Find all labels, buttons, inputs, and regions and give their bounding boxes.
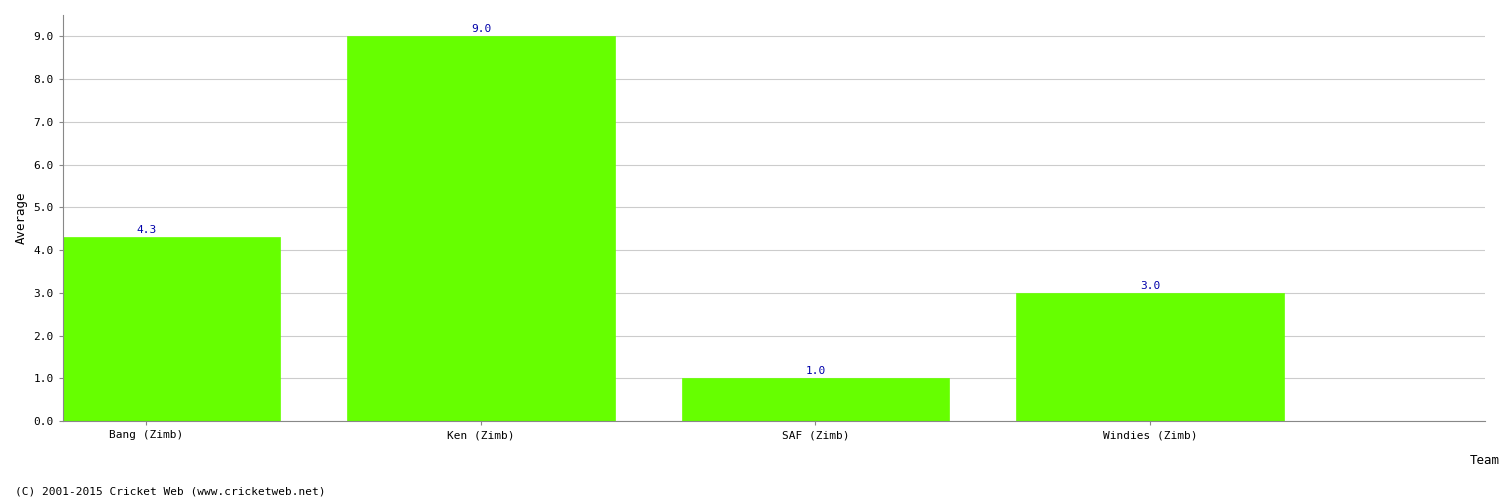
Bar bbox=[346, 36, 615, 421]
Text: 3.0: 3.0 bbox=[1140, 281, 1160, 291]
Text: 1.0: 1.0 bbox=[806, 366, 825, 376]
Text: (C) 2001-2015 Cricket Web (www.cricketweb.net): (C) 2001-2015 Cricket Web (www.cricketwe… bbox=[15, 487, 326, 497]
Bar bbox=[1016, 293, 1284, 421]
Text: 9.0: 9.0 bbox=[471, 24, 490, 34]
Bar bbox=[12, 238, 280, 421]
Bar bbox=[681, 378, 950, 421]
X-axis label: Team: Team bbox=[1470, 454, 1500, 466]
Text: 4.3: 4.3 bbox=[136, 225, 156, 235]
Y-axis label: Average: Average bbox=[15, 192, 28, 244]
